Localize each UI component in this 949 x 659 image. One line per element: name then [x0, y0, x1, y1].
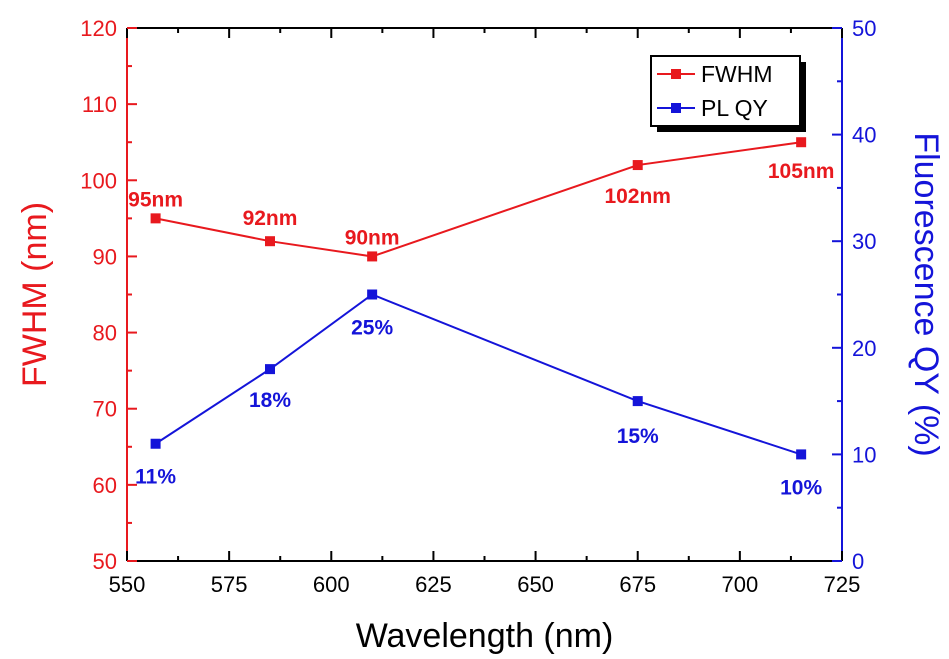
y-right-axis-title: Fluorescence QY (%) — [907, 132, 945, 456]
data-point — [367, 289, 378, 300]
data-point — [632, 396, 643, 407]
data-point — [796, 137, 807, 148]
data-label: 10% — [780, 476, 822, 499]
x-tick-label: 550 — [109, 572, 146, 597]
axes: 550 575 600 625 650 675 700 7255060708090100110… — [16, 16, 945, 655]
series-line-fwhm — [155, 141, 802, 258]
data-point — [265, 364, 275, 375]
data-point — [265, 236, 275, 247]
y-left-axis-title: FWHM (nm) — [16, 202, 54, 387]
x-tick-label: 650 — [517, 572, 554, 597]
y-left-tick-label: 80 — [93, 321, 117, 346]
data-label: 90nm — [345, 226, 400, 249]
x-axis-title: Wavelength (nm) — [356, 617, 614, 655]
y-right-tick-label: 50 — [852, 16, 876, 41]
data-label: 25% — [351, 317, 393, 340]
legend-swatch-marker — [671, 69, 681, 79]
series-line-pl-qy — [155, 293, 802, 456]
x-tick-label: 575 — [211, 572, 248, 597]
data-point — [367, 251, 378, 262]
y-left-tick-label: 90 — [93, 244, 117, 269]
y-right-tick-label: 20 — [852, 336, 876, 361]
data-point — [632, 160, 643, 171]
y-left-tick-label: 100 — [80, 168, 117, 193]
legend-box — [650, 55, 801, 127]
data-point — [150, 213, 161, 224]
y-right-tick-label: 30 — [852, 229, 876, 254]
x-tick-label: 625 — [415, 572, 452, 597]
data-label: 92nm — [243, 207, 298, 230]
data-point — [150, 438, 161, 449]
x-tick-label: 725 — [824, 572, 861, 597]
y-right-tick-label: 40 — [852, 123, 876, 148]
y-left-tick-label: 120 — [80, 16, 117, 41]
y-left-tick-label: 60 — [93, 473, 117, 498]
x-tick-label: 600 — [313, 572, 350, 597]
y-right-tick-label: 0 — [852, 549, 864, 574]
data-label: 15% — [617, 425, 659, 448]
data-label: 105nm — [768, 160, 835, 183]
marks: 95nm 92nm 90nm 102nm 105nm 11% 18% 25% 15% 10% — [128, 137, 834, 499]
data-label: 95nm — [128, 188, 183, 211]
data-point — [796, 449, 807, 460]
y-left-tick-label: 110 — [82, 92, 117, 117]
x-tick-label: 675 — [619, 572, 656, 597]
data-label: 11% — [135, 466, 176, 489]
y-right-tick-label: 10 — [852, 442, 876, 467]
legend-label: FWHM — [701, 61, 773, 87]
data-label: 18% — [249, 389, 291, 412]
y-left-tick-label: 50 — [93, 549, 117, 574]
legend: FWHM PL QY — [650, 55, 806, 132]
legend-label: PL QY — [701, 95, 768, 121]
data-label: 102nm — [604, 185, 671, 208]
legend-swatch-marker — [671, 103, 681, 113]
y-left-tick-label: 70 — [93, 397, 117, 422]
x-tick-label: 700 — [721, 572, 758, 597]
